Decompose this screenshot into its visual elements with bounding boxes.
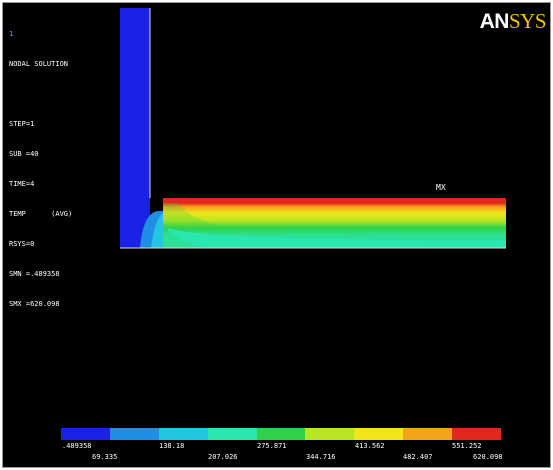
legend-tick-bottom-3: 344.716	[306, 453, 336, 461]
legend-swatch-3	[158, 428, 208, 440]
info-title: NODAL SOLUTION	[9, 60, 69, 68]
legend-swatch-5	[256, 428, 306, 440]
slab-lower-band	[168, 228, 506, 248]
legend-swatch-2	[109, 428, 159, 440]
info-rsys: RSYS=0	[9, 240, 35, 248]
legend-tick-top-5: 551.252	[452, 442, 482, 450]
window-number: 1	[9, 30, 14, 38]
legend-tick-bottom-5: 620.098	[473, 453, 503, 461]
legend-tick-bottom-4: 482.407	[403, 453, 433, 461]
info-sub: SUB =40	[9, 150, 39, 158]
legend-tick-bottom-1: 69.335	[92, 453, 118, 461]
info-time: TIME=4	[9, 180, 35, 188]
legend-swatch-7	[354, 428, 404, 440]
max-marker: MX	[436, 183, 446, 192]
info-temp: TEMP (AVG)	[9, 210, 73, 218]
contour-plot	[120, 8, 506, 249]
legend-tick-top-4: 413.562	[355, 442, 385, 450]
info-smn: SMN =.489358	[9, 270, 60, 278]
legend-swatch-8	[403, 428, 453, 440]
legend-tick-bottom-2: 207.026	[208, 453, 238, 461]
info-step: STEP=1	[9, 120, 35, 128]
info-smx: SMX =620.098	[9, 300, 60, 308]
legend-swatch-4	[207, 428, 257, 440]
ansys-logo: ANSYS	[479, 9, 547, 33]
legend-swatch-6	[305, 428, 355, 440]
legend-tick-top-2: 138.18	[159, 442, 185, 450]
legend-tick-top-1: .489358	[62, 442, 92, 450]
legend-swatch-9	[452, 428, 502, 440]
vertical-wall-region	[120, 8, 150, 248]
legend-swatch-1	[61, 428, 110, 440]
solution-info-panel: 1 NODAL SOLUTION STEP=1 SUB =40 TIME=4 T…	[9, 9, 72, 329]
contour-legend: .489358 138.18 275.871 413.562 551.252 6…	[61, 428, 503, 464]
legend-color-bar	[61, 428, 502, 440]
legend-tick-top-3: 275.871	[257, 442, 287, 450]
